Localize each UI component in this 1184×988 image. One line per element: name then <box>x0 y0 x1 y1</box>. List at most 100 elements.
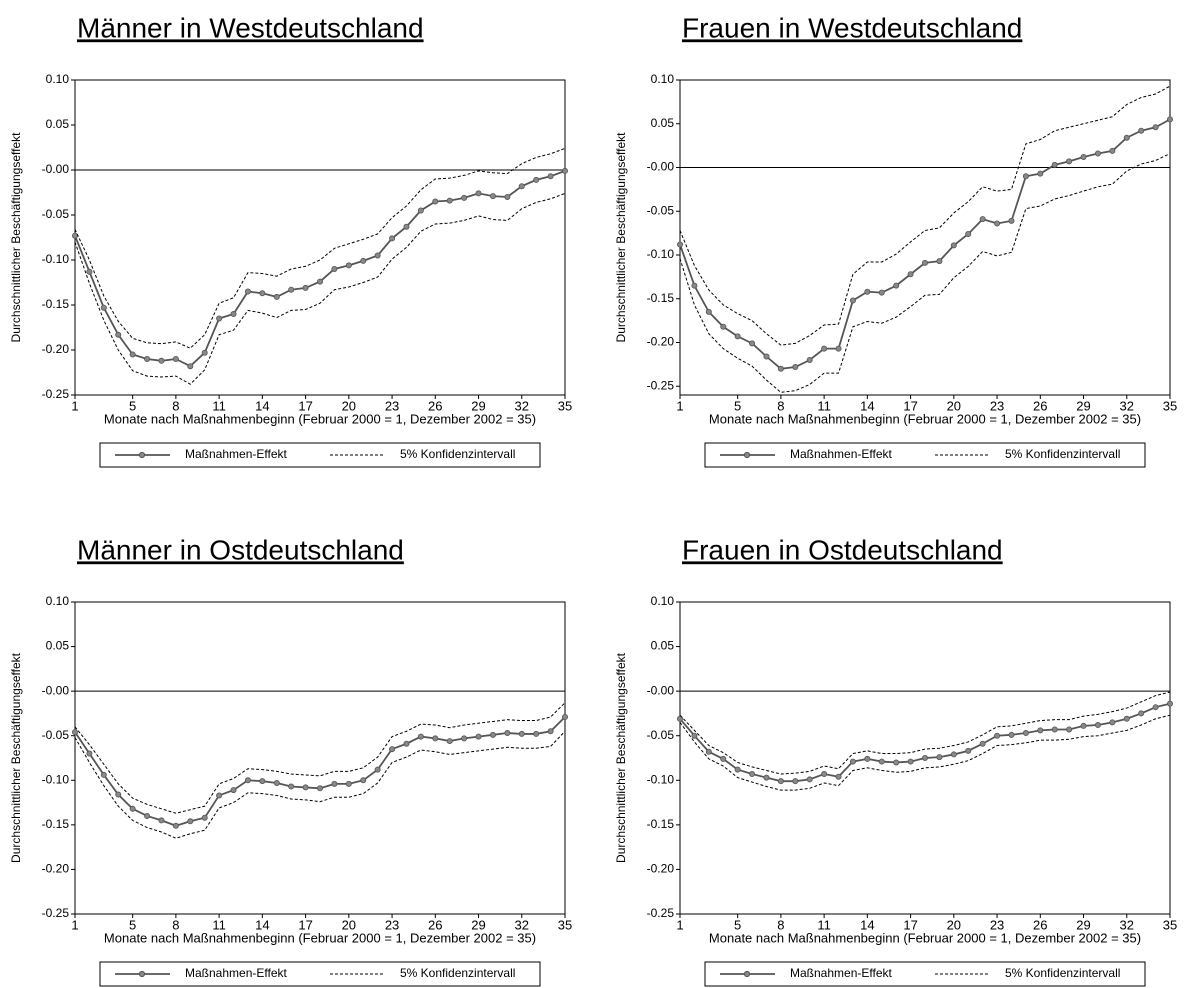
legend-label: Maßnahmen-Effekt <box>185 447 287 461</box>
effect-marker <box>446 738 453 745</box>
effect-marker <box>994 220 1001 227</box>
effect-marker <box>994 732 1001 739</box>
legend-box <box>704 961 1146 987</box>
ci-upper-line <box>679 691 1171 775</box>
effect-marker <box>518 730 525 737</box>
effect-marker <box>201 349 208 356</box>
y-tick-label: -0.25 <box>647 906 675 920</box>
x-tick-label: 20 <box>342 917 356 932</box>
effect-marker <box>230 787 237 794</box>
effect-marker <box>302 784 309 791</box>
x-tick-label: 1 <box>71 917 78 932</box>
effect-marker <box>878 758 885 765</box>
chart-title: Männer in Westdeutschland <box>77 12 424 43</box>
x-tick-label: 11 <box>817 917 831 932</box>
legend-marker <box>743 970 751 978</box>
effect-marker <box>144 355 151 362</box>
effect-marker <box>777 778 784 785</box>
effect-marker <box>691 282 698 289</box>
effect-marker <box>720 323 727 330</box>
effect-marker <box>489 193 496 200</box>
x-tick-label: 1 <box>676 917 683 932</box>
effect-marker <box>1167 116 1174 123</box>
effect-marker <box>360 777 367 784</box>
plot-frame <box>74 79 566 396</box>
ci-lower-line <box>679 153 1171 393</box>
effect-marker <box>187 818 194 825</box>
x-tick-label: 14 <box>255 398 269 413</box>
effect-marker <box>72 729 79 736</box>
legend-label: Maßnahmen-Effekt <box>790 966 892 980</box>
y-tick-label: 0.05 <box>46 117 70 131</box>
effect-marker <box>691 732 698 739</box>
legend-marker <box>138 451 146 459</box>
effect-marker <box>1138 710 1145 717</box>
ci-upper-line <box>74 702 566 814</box>
legend-marker <box>138 970 146 978</box>
effect-marker <box>432 735 439 742</box>
effect-marker <box>950 242 957 249</box>
effect-marker <box>777 365 784 372</box>
effect-marker <box>979 740 986 747</box>
legend-label: 5% Konfidenzintervall <box>400 447 515 461</box>
effect-marker <box>1123 134 1130 141</box>
effect-marker <box>1066 158 1073 165</box>
x-tick-label: 23 <box>990 917 1004 932</box>
x-axis-label: Monate nach Maßnahmenbeginn (Februar 200… <box>104 411 536 426</box>
effect-marker <box>1109 719 1116 726</box>
ci-lower-line <box>679 714 1171 791</box>
y-tick-label: -0.25 <box>42 906 70 920</box>
effect-marker <box>518 183 525 190</box>
y-tick-label: 0.10 <box>46 594 70 608</box>
effect-marker <box>158 817 165 824</box>
legend-label: Maßnahmen-Effekt <box>790 447 892 461</box>
x-tick-label: 11 <box>212 398 226 413</box>
x-tick-label: 35 <box>558 398 572 413</box>
x-tick-label: 20 <box>342 398 356 413</box>
effect-marker <box>720 755 727 762</box>
plot-frame <box>679 601 1171 915</box>
x-tick-label: 5 <box>129 398 136 413</box>
x-tick-label: 26 <box>428 917 442 932</box>
effect-marker <box>893 282 900 289</box>
effect-marker <box>374 766 381 773</box>
effect-marker <box>129 805 136 812</box>
y-tick-label: -0.05 <box>647 728 675 742</box>
effect-marker <box>792 778 799 785</box>
y-tick-label: -0.20 <box>647 862 675 876</box>
y-axis-label: Durchschnittlicher Beschäftigungseffekt <box>9 652 23 863</box>
x-tick-label: 23 <box>990 398 1004 413</box>
effect-marker <box>1051 726 1058 733</box>
effect-marker <box>115 331 122 338</box>
x-tick-label: 29 <box>471 917 485 932</box>
effect-marker <box>1022 730 1029 737</box>
effect-marker <box>1094 150 1101 157</box>
x-tick-label: 17 <box>298 917 312 932</box>
y-tick-label: -0.25 <box>42 387 70 401</box>
effect-marker <box>389 746 396 753</box>
x-tick-label: 8 <box>172 398 179 413</box>
effect-marker <box>705 748 712 755</box>
effect-marker <box>259 290 266 297</box>
effect-marker <box>864 288 871 295</box>
effect-marker <box>1080 722 1087 729</box>
effect-marker <box>806 776 813 783</box>
effect-marker <box>216 315 223 322</box>
x-tick-label: 17 <box>298 398 312 413</box>
effect-marker <box>1008 217 1015 224</box>
effect-marker <box>1022 173 1029 180</box>
effect-marker <box>144 812 151 819</box>
effect-marker <box>907 271 914 278</box>
effect-marker <box>446 197 453 204</box>
effect-marker <box>288 286 295 293</box>
effect-marker <box>835 345 842 352</box>
x-axis-label: Monate nach Maßnahmenbeginn (Februar 200… <box>709 930 1141 945</box>
effect-marker <box>806 356 813 363</box>
x-tick-label: 20 <box>947 398 961 413</box>
effect-marker <box>1138 127 1145 134</box>
y-tick-label: -0.20 <box>647 335 675 349</box>
ci-lower-line <box>74 192 566 385</box>
x-tick-label: 29 <box>1076 917 1090 932</box>
effect-marker <box>230 310 237 317</box>
effect-marker <box>1152 704 1159 711</box>
